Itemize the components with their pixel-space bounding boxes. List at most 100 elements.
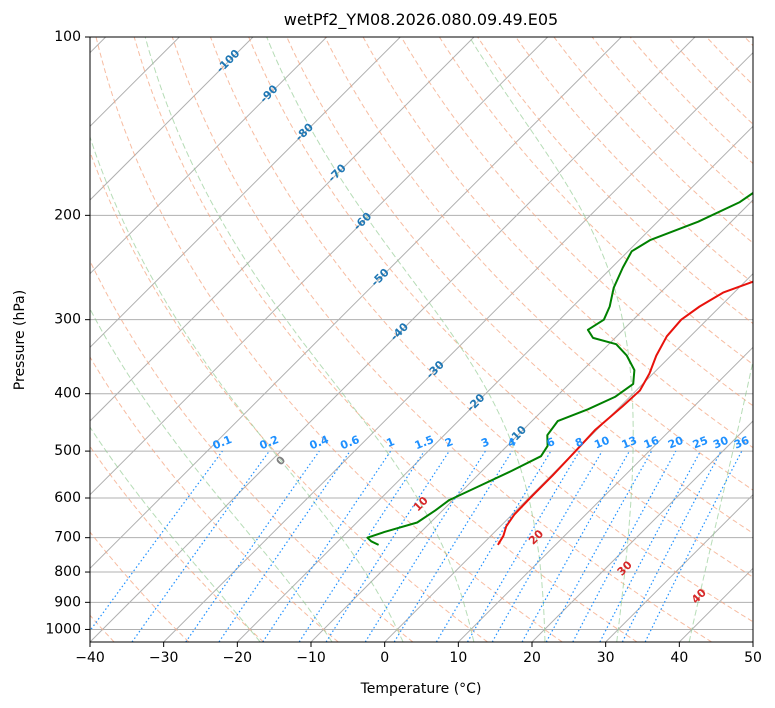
moist-adiabat-label: 0 [274,453,289,468]
mixing-ratio-label: 16 [642,434,661,452]
y-tick-label: 600 [54,490,81,506]
y-tick-label: 700 [54,530,81,546]
dry-adiabat [171,37,712,642]
y-tick-label: 1000 [45,621,81,637]
isotherm-line [531,420,753,642]
dry-adiabat [438,37,753,366]
mixing-ratio-label: 30 [711,434,730,452]
isotherm-line [163,51,753,642]
dry-adiabat [90,150,488,642]
y-tick-label: 300 [54,312,81,328]
mixing-ratio-label: 25 [691,434,710,452]
mixing-ratio-label: 20 [666,434,685,452]
dewpoint-profile [366,191,753,546]
mixing-ratio-label: 1.5 [413,433,436,452]
moist-adiabat [266,37,546,642]
mixing-ratio-label: 1 [385,435,397,450]
chart-title: wetPf2_YM08.2026.080.09.49.E05 [284,10,558,30]
moist-adiabat [144,37,475,642]
dry-adiabat [744,37,753,47]
mixing-ratio-label: 3 [479,435,491,450]
mixing-ratio-line [521,450,631,642]
moist-adiabat [90,426,261,642]
isotherm-line [236,125,753,642]
dry-adiabat [90,356,339,642]
isotherm-line [752,641,753,642]
isotherm-line [90,37,254,201]
moist-adiabat-label: 30 [615,558,635,578]
x-tick-label: 40 [670,650,688,666]
isotherm-line [90,37,328,275]
dry-adiabat [90,259,414,642]
mixing-ratio-line [262,450,392,642]
mixing-ratio-label: 0.4 [308,433,331,452]
isotherm-line [457,346,753,642]
dry-adiabat [90,531,190,642]
dry-adiabat [668,37,753,125]
mixing-ratio-line [218,450,351,642]
mixing-ratio-line [185,450,320,642]
dry-adiabat [210,37,753,623]
x-tick-label: −10 [296,650,326,666]
y-tick-label: 900 [54,594,81,610]
x-tick-label: −40 [75,650,105,666]
moist-adiabat [90,308,333,642]
x-tick-label: 10 [449,650,467,666]
temperature-profile [497,280,753,546]
isotherm-line [310,199,753,642]
dry-adiabat [133,37,638,642]
isotherm-line [90,37,696,642]
dry-adiabat [706,37,753,86]
x-axis-title: Temperature (°C) [360,681,482,697]
moist-adiabat-label: 40 [689,586,709,606]
isotherm-line [384,272,753,642]
mixing-ratio-line [545,450,653,642]
isotherm-line [678,567,753,642]
mixing-ratio-line [644,450,743,642]
isotherm-line [605,493,753,642]
moist-adiabat [469,37,634,642]
mixing-ratio-line [621,450,722,642]
mixing-ratio-label: 13 [620,434,639,452]
x-tick-label: 0 [380,650,389,666]
plot-frame [89,36,754,643]
y-tick-label: 800 [54,564,81,580]
y-tick-label: 200 [54,207,81,223]
mixing-ratio-label: 0.6 [338,433,361,452]
isotherm-line [90,37,475,422]
mixing-ratio-label: 8 [573,435,585,450]
mixing-ratio-line [90,450,223,632]
moist-adiabat-label: 10 [411,494,431,514]
mixing-ratio-line [325,450,450,642]
mixing-ratio-line [298,450,425,642]
mixing-ratio-line [131,450,270,642]
y-tick-label: 100 [54,29,81,45]
dry-adiabat [515,37,753,284]
dry-adiabat [477,37,753,325]
x-tick-label: −20 [223,650,253,666]
dry-adiabat [90,445,264,642]
isotherm-line [90,37,622,570]
y-axis-title: Pressure (hPa) [12,290,28,390]
moist-adiabat-label: 20 [526,527,546,547]
isotherm-line [90,37,549,496]
x-tick-label: 20 [523,650,541,666]
x-tick-label: 50 [744,650,762,666]
mixing-ratio-label: 2 [443,435,455,450]
dry-adiabat [248,37,753,578]
dry-adiabat [400,37,753,407]
mixing-ratio-label: 10 [592,434,611,452]
x-tick-label: −30 [149,650,179,666]
dry-adiabat [95,37,563,642]
mixing-ratio-line [599,450,702,642]
mixing-ratio-label: 36 [732,434,751,452]
isotherm-line [90,37,401,349]
dry-adiabat [324,37,753,491]
axes: −40 −30 −20 −10 0 10 20 30 40 5010020030040050060… [45,29,762,666]
x-tick-label: 30 [597,650,615,666]
series-layer [366,191,753,546]
mixing-ratio-line [393,450,513,642]
moist-adiabat [90,135,404,642]
y-tick-label: 500 [54,443,81,459]
